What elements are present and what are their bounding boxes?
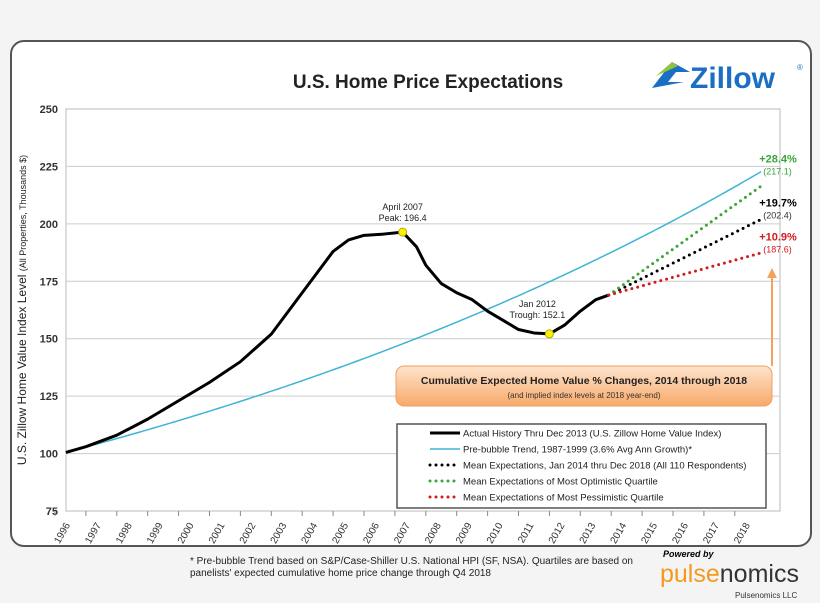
optimistic-forecast-line <box>607 183 765 297</box>
x-tick-label: 2018 <box>732 521 753 546</box>
legend-label-optimistic: Mean Expectations of Most Optimistic Qua… <box>463 477 658 488</box>
y-tick-label: 200 <box>40 219 58 231</box>
zillow-roof-icon <box>656 62 678 76</box>
x-tick-label: 2013 <box>578 521 599 546</box>
y-axis-sublabel: (All Properties, Thousands $) <box>18 155 28 271</box>
legend-label-trend: Pre-bubble Trend, 1987-1999 (3.6% Avg An… <box>463 445 692 456</box>
brand-a: pulse <box>660 560 720 588</box>
y-tick-label: 175 <box>40 276 58 288</box>
x-tick-label: 2014 <box>609 521 630 546</box>
powered-by: Powered by <box>663 549 714 559</box>
pulsenomics-logo: pulsenomics <box>660 561 799 587</box>
legend-label-pessimistic: Mean Expectations of Most Pessimistic Qu… <box>463 493 664 504</box>
y-axis-label: U.S. Zillow Home Value Index Level (All … <box>15 155 29 465</box>
annotation-line-2: Trough: 152.1 <box>510 310 566 320</box>
callout-title: Cumulative Expected Home Value % Changes… <box>421 375 747 387</box>
x-tick-label: 2009 <box>454 521 475 546</box>
annotation-line-1: Jan 2012 <box>519 299 556 309</box>
footnote-line-2: cumulative home price change through Q4 … <box>277 568 491 579</box>
annotation-marker <box>544 329 554 339</box>
x-tick-label: 2006 <box>361 521 382 546</box>
x-tick-label: 2010 <box>485 521 506 546</box>
mean-pct-label: +19.7% <box>759 197 797 209</box>
zillow-logo-text: Zillow <box>690 62 776 95</box>
x-tick-label: 2008 <box>423 521 444 546</box>
x-tick-label: 2017 <box>701 521 722 546</box>
trend-line <box>65 171 762 454</box>
company-name: Pulsenomics LLC <box>735 591 798 600</box>
y-tick-label: 150 <box>40 334 58 346</box>
y-tick-label: 250 <box>40 104 58 116</box>
zillow-logo-mark: ® <box>797 63 803 72</box>
legend-label-mean: Mean Expectations, Jan 2014 thru Dec 201… <box>463 461 746 472</box>
y-tick-label: 100 <box>40 449 58 461</box>
mean-value-label: (202.4) <box>763 210 792 220</box>
optimistic-pct-label: +28.4% <box>759 154 797 166</box>
actual-history-line <box>65 230 610 454</box>
x-tick-label: 1996 <box>52 521 73 546</box>
pessimistic-forecast-line <box>607 250 765 297</box>
x-tick-label: 2016 <box>670 521 691 546</box>
annotation-marker <box>398 227 408 237</box>
x-tick-label: 1997 <box>83 521 104 546</box>
legend-box <box>396 423 767 509</box>
x-tick-label: 2015 <box>639 521 660 546</box>
annotation-line-1: April 2007 <box>382 202 423 212</box>
mean-forecast-line <box>607 216 765 297</box>
y-tick-label: 75 <box>46 506 58 518</box>
pessimistic-value-label: (187.6) <box>763 244 792 254</box>
annotation-line-2: Peak: 196.4 <box>379 213 427 223</box>
pessimistic-pct-label: +10.9% <box>759 231 797 243</box>
y-tick-label: 125 <box>40 391 58 403</box>
plot-area <box>65 108 781 512</box>
x-tick-label: 2005 <box>330 521 351 546</box>
x-tick-label: 1999 <box>145 521 166 546</box>
x-tick-label: 2002 <box>238 521 259 546</box>
y-tick-label: 225 <box>40 161 58 173</box>
x-tick-label: 2007 <box>392 521 413 546</box>
x-tick-label: 2004 <box>300 521 321 546</box>
callout-box <box>395 365 773 407</box>
zillow-logo-icon <box>652 62 690 88</box>
x-tick-label: 2000 <box>176 521 197 546</box>
x-tick-label: 2003 <box>269 521 290 546</box>
optimistic-value-label: (217.1) <box>763 167 792 177</box>
footnote: * Pre-bubble Trend based on S&P/Case-Shi… <box>190 556 650 580</box>
x-tick-label: 2001 <box>207 521 228 546</box>
legend-label-actual: Actual History Thru Dec 2013 (U.S. Zillo… <box>463 429 721 440</box>
footnote-line-1: * Pre-bubble Trend based on S&P/Case-Shi… <box>190 556 633 579</box>
callout-arrow-head <box>767 268 777 278</box>
x-tick-label: 1998 <box>114 521 135 546</box>
brand-b: nomics <box>719 560 799 588</box>
x-tick-label: 2011 <box>516 521 536 546</box>
x-tick-label: 2012 <box>547 521 568 546</box>
callout-subtitle: (and implied index levels at 2018 year-e… <box>508 391 661 400</box>
chart-title: U.S. Home Price Expectations <box>293 72 563 93</box>
